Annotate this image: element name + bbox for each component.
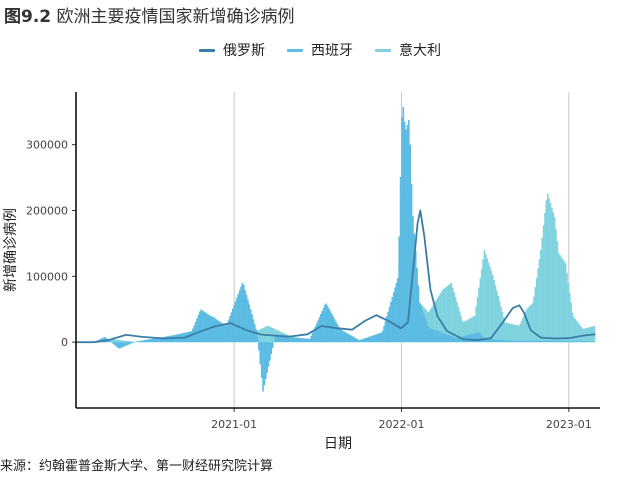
- x-tick-label: 2023-01: [546, 418, 592, 431]
- series-italy: [94, 193, 596, 343]
- legend-label-russia: 俄罗斯: [223, 43, 265, 59]
- series-spain: [94, 107, 596, 392]
- legend-key-russia: [199, 48, 215, 52]
- legend-key-italy: [375, 48, 391, 52]
- legend-item-spain: 西班牙: [287, 40, 353, 60]
- legend-item-russia: 俄罗斯: [199, 40, 265, 60]
- legend-item-italy: 意大利: [375, 40, 441, 60]
- figure-title: 图9.2 欧洲主要疫情国家新增确诊病例: [4, 2, 295, 27]
- x-tick-label: 2021-01: [211, 418, 257, 431]
- source-note: 来源：约翰霍普金斯大学、第一财经研究院计算: [0, 459, 274, 474]
- y-axis-title: 新增确诊病例: [3, 208, 19, 292]
- y-tick-label: 0: [61, 336, 68, 349]
- legend-label-italy: 意大利: [399, 43, 441, 59]
- y-tick-label: 200000: [26, 205, 68, 218]
- x-axis-title: 日期: [324, 436, 352, 452]
- series-russia-line: [76, 209, 596, 344]
- x-tick-label: 2022-01: [379, 418, 425, 431]
- figure-number: 图9.2: [4, 7, 52, 27]
- legend: 俄罗斯 西班牙 意大利: [0, 40, 640, 60]
- legend-label-spain: 西班牙: [311, 43, 353, 59]
- legend-key-spain: [287, 48, 303, 52]
- y-tick-label: 100000: [26, 270, 68, 283]
- y-tick-label: 300000: [26, 139, 68, 152]
- figure-title-text: 欧洲主要疫情国家新增确诊病例: [56, 7, 295, 27]
